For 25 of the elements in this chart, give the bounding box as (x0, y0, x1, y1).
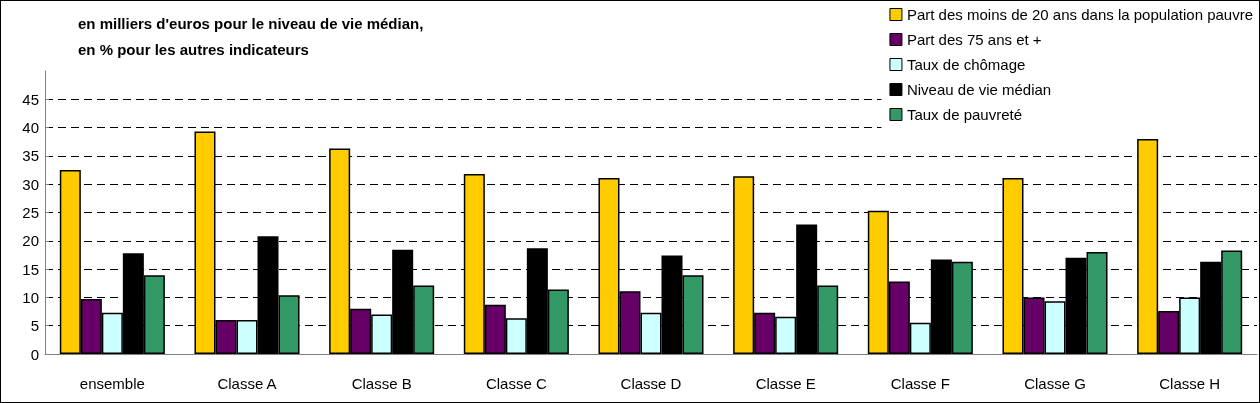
x-tick-label: Classe D (620, 375, 682, 392)
y-tick-label: 45 (22, 90, 39, 108)
x-tick-label: Classe E (755, 375, 816, 392)
y-tick-label: 0 (30, 345, 39, 363)
y-tick-label: 5 (30, 317, 39, 335)
x-tick-label: Classe A (217, 375, 277, 392)
legend-label: Niveau de vie médian (906, 81, 1052, 98)
legend-label: Part des 75 ans et + (906, 31, 1042, 48)
x-tick-label: Classe C (485, 375, 547, 392)
y-tick-label: 35 (22, 147, 39, 165)
y-tick-label: 10 (22, 288, 39, 306)
y-tick-label: 30 (22, 175, 39, 193)
chart-title: en milliers d'euros pour le niveau de vie médian, en % pour les autres indicateurs (78, 14, 424, 58)
y-tick-label: 25 (22, 204, 39, 221)
x-tick-label: Classe G (1024, 375, 1086, 392)
y-tick-label: 15 (22, 260, 39, 278)
y-tick-label: 40 (22, 119, 39, 137)
legend-label: Taux de pauvreté (906, 106, 1023, 123)
y-tick-label: 20 (22, 232, 39, 250)
legend-label: Part des moins de 20 ans dans la population pauvre (906, 6, 1253, 23)
x-tick-label: Classe B (351, 375, 412, 392)
legend-label: Taux de chômage (906, 56, 1026, 73)
x-tick-label: ensemble (79, 375, 145, 392)
x-tick-label: Classe H (1159, 375, 1221, 392)
x-tick-label: Classe F (890, 375, 950, 392)
